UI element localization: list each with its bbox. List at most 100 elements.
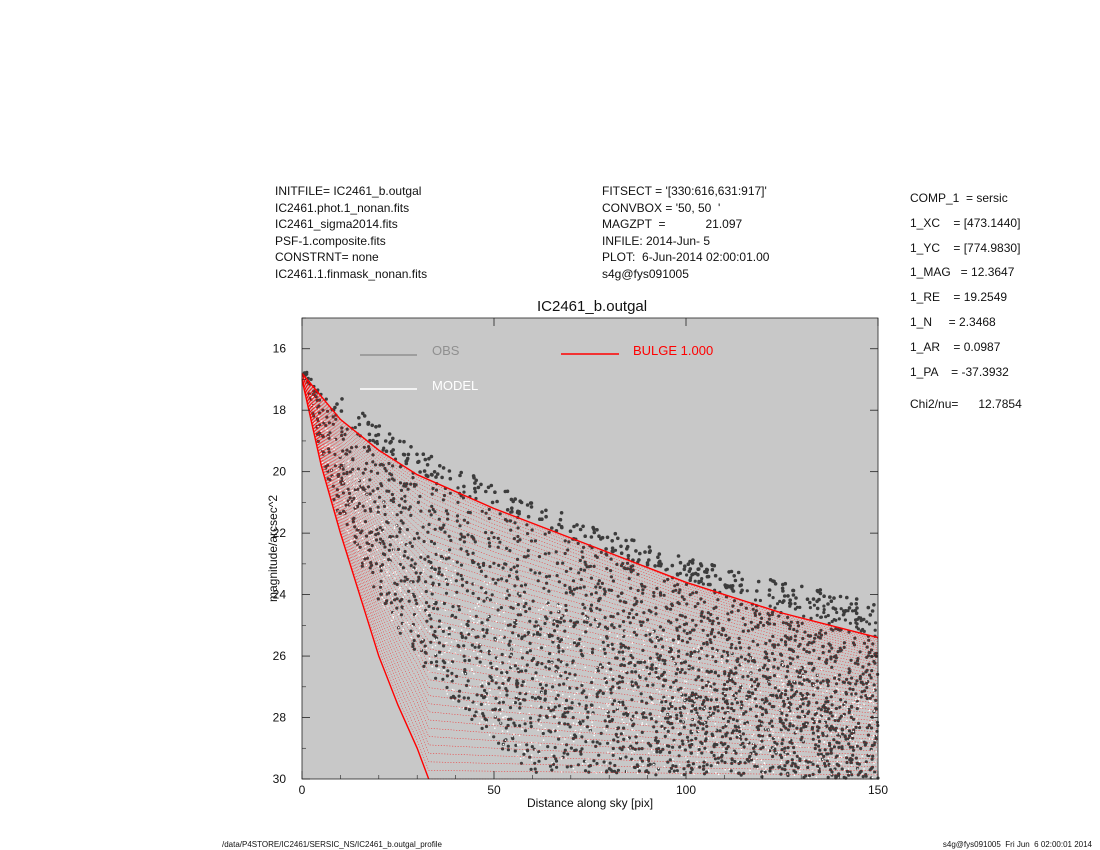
- obs-point: [657, 552, 662, 556]
- obs-point: [406, 487, 410, 491]
- obs-point: [731, 729, 736, 733]
- obs-point: [635, 741, 639, 745]
- obs-point: [743, 657, 747, 661]
- obs-point: [519, 761, 524, 765]
- bulge-profile-line: [301, 374, 879, 667]
- obs-point: [767, 622, 771, 626]
- model-point: [548, 714, 551, 716]
- obs-point: [515, 679, 519, 683]
- obs-point: [702, 764, 706, 768]
- model-point: [440, 622, 443, 625]
- obs-point: [715, 616, 720, 620]
- obs-point: [680, 614, 684, 618]
- obs-point: [534, 620, 538, 624]
- model-point: [846, 719, 848, 722]
- model-point: [448, 650, 450, 652]
- obs-point: [632, 722, 636, 726]
- model-point: [635, 740, 638, 742]
- obs-point: [631, 746, 635, 750]
- bulge-profile-line: [301, 373, 879, 641]
- obs-point: [466, 510, 470, 514]
- model-point: [846, 727, 849, 730]
- obs-point: [848, 687, 852, 691]
- obs-point: [463, 659, 467, 663]
- obs-point: [413, 562, 417, 566]
- obs-point: [773, 657, 777, 662]
- obs-point: [675, 716, 679, 721]
- obs-point: [702, 642, 706, 646]
- model-point: [449, 579, 452, 582]
- model-point: [363, 483, 366, 485]
- model-point: [784, 755, 787, 758]
- obs-point: [559, 638, 564, 642]
- obs-point: [848, 669, 852, 673]
- obs-point: [483, 688, 487, 693]
- obs-point: [735, 735, 739, 739]
- obs-point: [543, 621, 547, 626]
- model-point: [330, 469, 333, 472]
- obs-point: [350, 446, 354, 450]
- obs-point: [371, 460, 375, 464]
- obs-point: [367, 445, 371, 449]
- model-point: [354, 506, 357, 508]
- obs-point: [864, 741, 868, 745]
- obs-point: [409, 629, 413, 633]
- model-point: [487, 701, 490, 703]
- obs-point: [376, 487, 380, 491]
- model-point: [367, 551, 369, 553]
- model-point: [696, 695, 698, 698]
- obs-point: [786, 594, 790, 598]
- model-point: [626, 661, 629, 663]
- obs-point: [684, 693, 688, 697]
- obs-point: [639, 623, 643, 628]
- obs-point: [832, 745, 837, 749]
- obs-point: [688, 559, 692, 564]
- obs-point: [381, 539, 385, 544]
- model-point: [479, 711, 481, 713]
- obs-point: [872, 683, 876, 687]
- obs-point: [613, 531, 618, 536]
- model-point: [873, 710, 875, 713]
- model-point: [513, 733, 515, 735]
- model-point: [603, 728, 605, 730]
- obs-point: [687, 696, 691, 700]
- model-point: [483, 590, 486, 592]
- obs-point: [498, 708, 502, 712]
- model-point: [795, 731, 797, 734]
- obs-point: [605, 724, 609, 729]
- obs-point: [610, 546, 615, 550]
- model-point: [381, 573, 383, 575]
- model-point: [494, 638, 497, 641]
- obs-point: [616, 740, 620, 744]
- obs-point: [765, 699, 769, 703]
- model-point: [389, 555, 392, 558]
- model-point: [551, 661, 553, 664]
- obs-point: [856, 721, 861, 726]
- model-point: [500, 662, 502, 665]
- model-point: [595, 618, 598, 621]
- obs-point: [640, 759, 645, 763]
- header-left-line: INITFILE= IC2461_b.outgal: [275, 184, 422, 198]
- obs-point: [674, 679, 678, 683]
- obs-point: [822, 610, 826, 615]
- obs-point: [764, 710, 768, 714]
- obs-point: [623, 645, 628, 649]
- obs-point: [628, 611, 632, 616]
- header-mid-line: s4g@fys091005: [602, 266, 689, 281]
- model-point: [469, 655, 472, 658]
- model-point: [679, 660, 682, 662]
- obs-point: [668, 758, 672, 762]
- obs-point: [590, 680, 594, 685]
- model-point: [391, 553, 394, 556]
- obs-point: [540, 510, 544, 514]
- obs-point: [780, 742, 784, 746]
- model-point: [759, 691, 762, 694]
- obs-point: [723, 760, 727, 765]
- model-point: [757, 667, 759, 670]
- model-point: [500, 636, 502, 638]
- bulge-profile-line: [301, 378, 879, 752]
- obs-point: [340, 397, 344, 401]
- header-mid-line: FITSECT = '[330:616,631:917]': [602, 184, 767, 198]
- model-point: [731, 693, 733, 696]
- obs-point: [847, 729, 852, 733]
